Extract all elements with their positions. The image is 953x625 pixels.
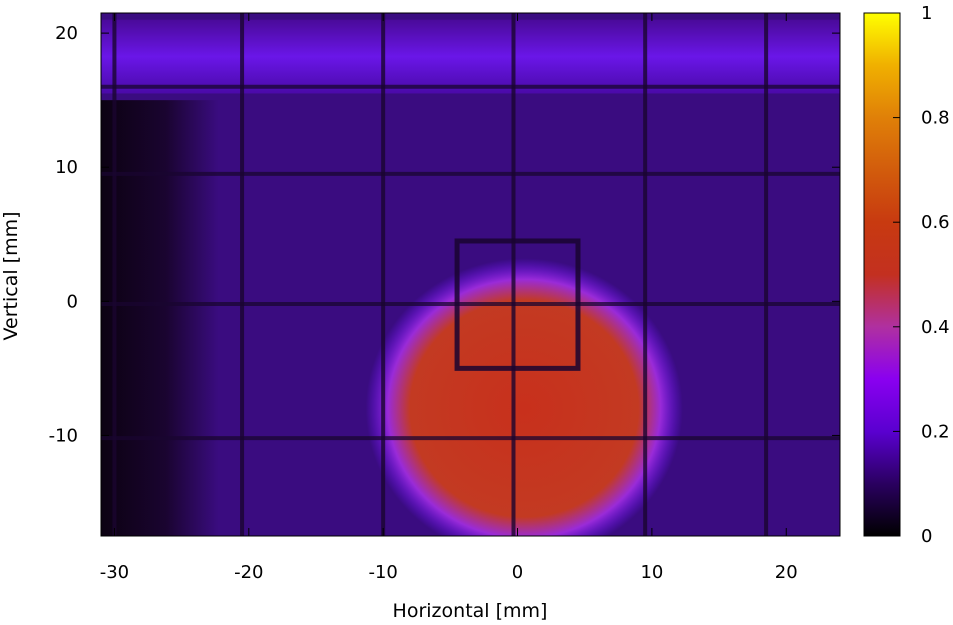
heatmap-dark-left-edge xyxy=(101,100,219,536)
plot-frame xyxy=(100,12,841,537)
x-tick-label: -30 xyxy=(100,562,129,583)
plot-area xyxy=(101,13,840,536)
x-tick-label: 10 xyxy=(640,562,663,583)
x-tick-label: 0 xyxy=(512,562,523,583)
y-tick-label: 20 xyxy=(55,23,78,44)
x-axis-title: Horizontal [mm] xyxy=(393,600,548,622)
beam-spot xyxy=(365,258,683,536)
heatmap-top-band xyxy=(101,19,840,94)
colorbar-tick-label: 0.8 xyxy=(921,108,950,129)
x-tick-label: -10 xyxy=(368,562,397,583)
colorbar-tick-label: 0.4 xyxy=(921,317,950,338)
colorbar-tick-label: 0.2 xyxy=(921,421,950,442)
colorbar-tick-label: 1 xyxy=(921,3,932,24)
inner-frame xyxy=(454,238,581,371)
x-tick-label: -20 xyxy=(234,562,263,583)
y-tick-label: 0 xyxy=(67,291,78,312)
y-axis: -10 0 10 20 xyxy=(49,23,840,446)
y-axis-title: Vertical [mm] xyxy=(0,211,22,340)
y-tick-label: 10 xyxy=(55,157,78,178)
x-tick-label: 20 xyxy=(775,562,798,583)
colorbar-axis: 0 0.2 0.4 0.6 0.8 1 xyxy=(893,3,950,547)
colorbar xyxy=(863,12,901,537)
colorbar-tick-label: 0.6 xyxy=(921,212,950,233)
y-tick-label: -10 xyxy=(49,425,78,446)
x-axis: -30 -20 -10 0 10 20 xyxy=(100,13,798,583)
colorbar-tick-label: 0 xyxy=(921,526,932,547)
